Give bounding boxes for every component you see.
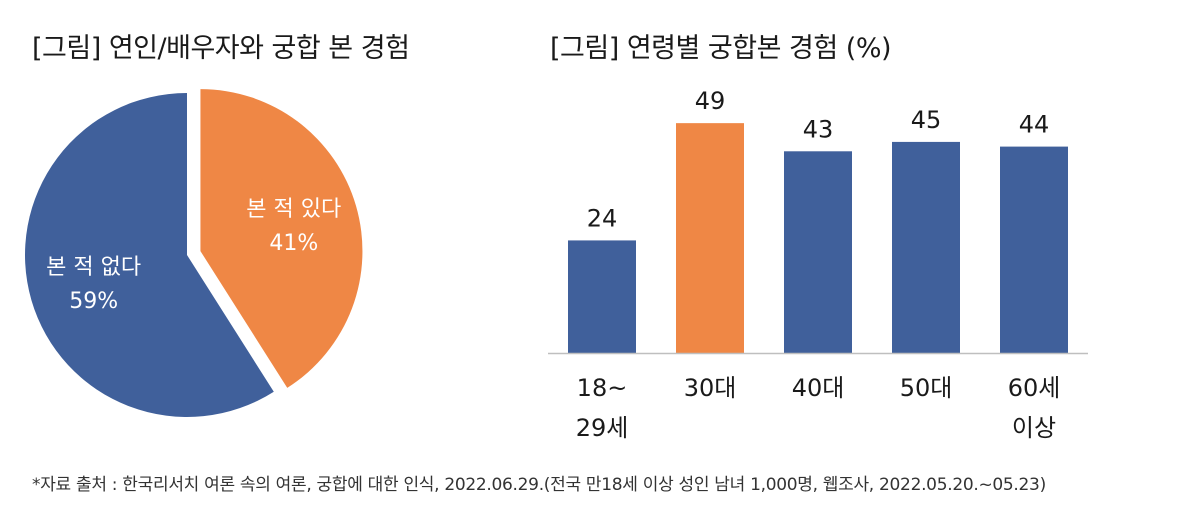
bar-chart-title: [그림] 연령별 궁합본 경험 (%) [550, 33, 892, 64]
bar-0 [568, 240, 636, 353]
x-tick-label-3: 50대 [900, 374, 953, 402]
bar-4 [1000, 146, 1068, 353]
bar-1 [676, 123, 744, 354]
x-tick-label-4: 60세 [1008, 374, 1061, 402]
bar-value-label-4: 44 [1019, 111, 1050, 139]
pie-slice-0 [200, 89, 363, 388]
bar-value-label-2: 43 [803, 115, 834, 143]
pie-slice-value-1: 59% [69, 289, 118, 314]
x-tick-label-line2-4: 이상 [1012, 414, 1056, 442]
bar-value-label-3: 45 [911, 106, 942, 134]
pie-slice-value-0: 41% [269, 231, 318, 256]
pie-chart-title: [그림] 연인/배우자와 궁합 본 경험 [32, 33, 410, 64]
bar-2 [784, 151, 852, 353]
bar-value-label-0: 24 [587, 204, 618, 232]
pie-slice-1 [25, 93, 274, 417]
bar-value-label-1: 49 [695, 87, 726, 115]
pie-chart: 본 적 있다 41% 본 적 없다 59% [25, 89, 363, 417]
x-tick-label-1: 30대 [684, 374, 737, 402]
bar-3 [892, 141, 960, 353]
x-tick-label-2: 40대 [792, 374, 845, 402]
x-tick-label-0: 18~ [577, 374, 628, 402]
pie-slice-label-1: 본 적 없다 [46, 255, 141, 280]
x-tick-label-line2-0: 29세 [576, 414, 629, 442]
pie-slice-label-0: 본 적 있다 [246, 197, 341, 222]
source-footnote: *자료 출처 : 한국리서치 여론 속의 여론, 궁합에 대한 인식, 2022… [32, 475, 1046, 495]
